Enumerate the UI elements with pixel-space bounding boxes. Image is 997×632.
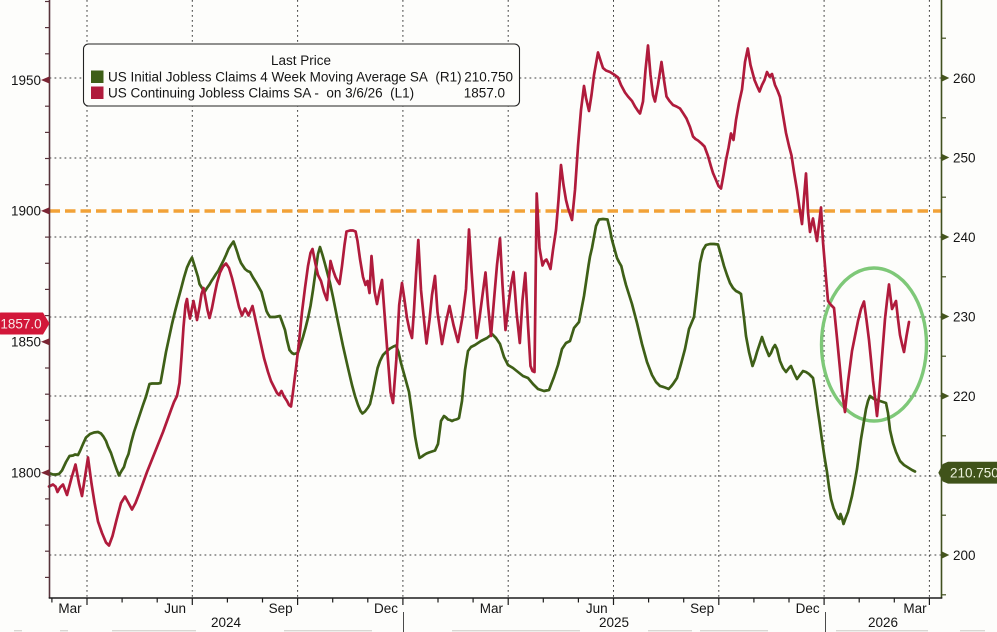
svg-text:200: 200: [953, 548, 976, 563]
svg-text:210.750: 210.750: [464, 70, 513, 85]
svg-text:230: 230: [953, 309, 976, 324]
svg-text:US Initial Jobless Claims 4 We: US Initial Jobless Claims 4 Week Moving …: [108, 70, 462, 85]
svg-text:1800: 1800: [11, 466, 41, 481]
svg-text:Jun: Jun: [164, 601, 186, 616]
svg-text:Dec: Dec: [374, 601, 398, 616]
svg-text:Last Price: Last Price: [271, 53, 331, 68]
svg-text:1900: 1900: [11, 204, 41, 219]
svg-text:1850: 1850: [11, 335, 41, 350]
svg-text:Mar: Mar: [480, 601, 504, 616]
svg-text:US Continuing Jobless Claims S: US Continuing Jobless Claims SA - on 3/6…: [108, 86, 414, 101]
svg-text:Sep: Sep: [690, 601, 714, 616]
svg-text:2026: 2026: [868, 615, 898, 630]
svg-text:250: 250: [953, 150, 976, 165]
svg-text:1950: 1950: [11, 73, 41, 88]
svg-text:1857.0: 1857.0: [0, 316, 41, 331]
svg-text:2025: 2025: [599, 615, 629, 630]
svg-text:Sep: Sep: [269, 601, 293, 616]
svg-text:2024: 2024: [211, 615, 242, 630]
svg-text:220: 220: [953, 389, 976, 404]
svg-text:Mar: Mar: [903, 601, 927, 616]
svg-text:210.750: 210.750: [950, 466, 997, 481]
svg-text:Jun: Jun: [586, 601, 608, 616]
svg-text:1857.0: 1857.0: [464, 86, 505, 101]
svg-text:Dec: Dec: [796, 601, 820, 616]
svg-text:260: 260: [953, 71, 976, 86]
svg-text:240: 240: [953, 230, 976, 245]
svg-text:Mar: Mar: [58, 601, 82, 616]
